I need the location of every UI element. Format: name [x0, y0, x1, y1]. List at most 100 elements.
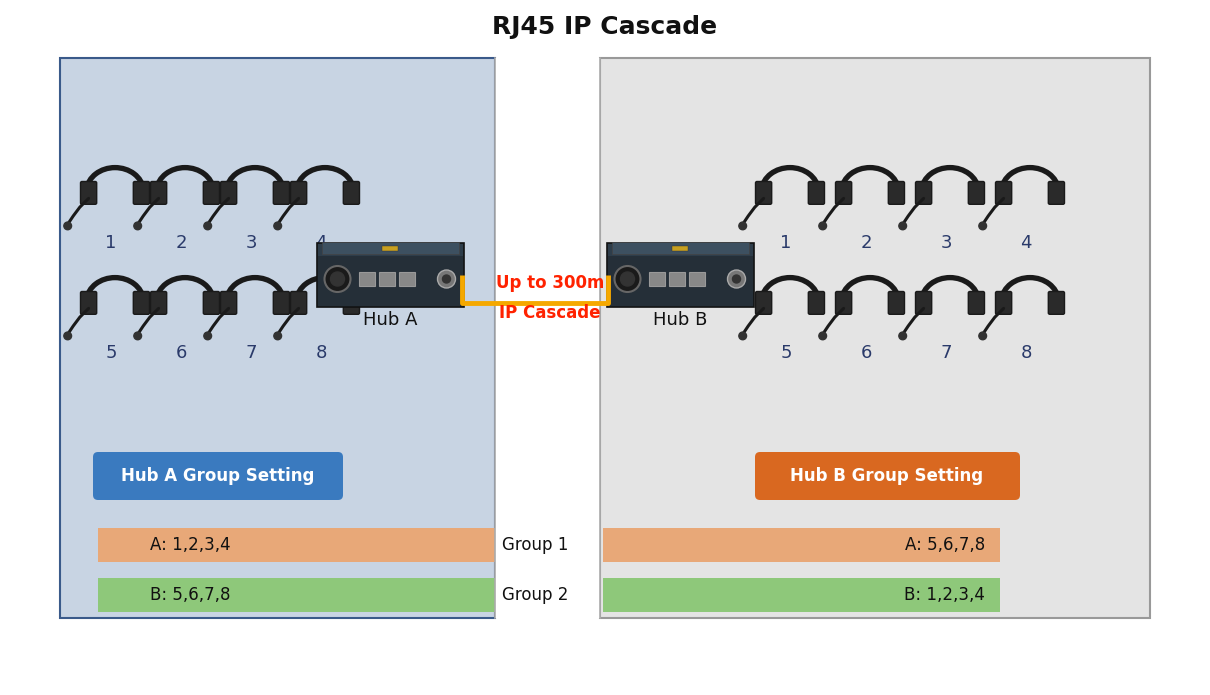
Text: Up to 300m: Up to 300m [496, 274, 604, 292]
FancyBboxPatch shape [808, 291, 824, 314]
FancyBboxPatch shape [273, 291, 289, 314]
FancyBboxPatch shape [290, 291, 306, 314]
Text: B: 5,6,7,8: B: 5,6,7,8 [150, 586, 230, 604]
Circle shape [739, 222, 747, 230]
Text: Hub B Group Setting: Hub B Group Setting [790, 467, 984, 485]
FancyBboxPatch shape [399, 272, 415, 286]
Text: 7: 7 [246, 344, 257, 362]
Circle shape [979, 332, 986, 340]
Text: 6: 6 [175, 344, 186, 362]
Text: A: 5,6,7,8: A: 5,6,7,8 [905, 536, 985, 554]
Circle shape [273, 222, 282, 230]
Text: 3: 3 [246, 234, 257, 252]
FancyBboxPatch shape [916, 181, 932, 204]
Text: IP Cascade: IP Cascade [500, 304, 600, 322]
FancyBboxPatch shape [322, 242, 459, 254]
Text: 2: 2 [175, 234, 186, 252]
Circle shape [899, 332, 906, 340]
FancyBboxPatch shape [603, 578, 999, 612]
FancyBboxPatch shape [600, 58, 1150, 618]
FancyBboxPatch shape [649, 272, 666, 286]
FancyBboxPatch shape [273, 181, 289, 204]
Circle shape [739, 332, 747, 340]
FancyBboxPatch shape [98, 578, 495, 612]
Circle shape [64, 332, 71, 340]
FancyBboxPatch shape [60, 58, 495, 618]
FancyBboxPatch shape [669, 272, 685, 286]
Text: B: 1,2,3,4: B: 1,2,3,4 [904, 586, 985, 604]
Text: 1: 1 [780, 234, 791, 252]
Circle shape [443, 275, 450, 283]
FancyBboxPatch shape [317, 256, 462, 306]
Text: Hub A: Hub A [363, 311, 417, 329]
FancyBboxPatch shape [495, 58, 600, 618]
Text: 4: 4 [316, 234, 327, 252]
FancyBboxPatch shape [150, 181, 167, 204]
FancyBboxPatch shape [81, 181, 97, 204]
Text: 5: 5 [780, 344, 791, 362]
FancyBboxPatch shape [606, 243, 754, 307]
FancyBboxPatch shape [968, 181, 985, 204]
Text: A: 1,2,3,4: A: 1,2,3,4 [150, 536, 231, 554]
FancyBboxPatch shape [203, 181, 219, 204]
FancyBboxPatch shape [835, 291, 852, 314]
Circle shape [615, 266, 640, 292]
Text: 1: 1 [105, 234, 116, 252]
Text: RJ45 IP Cascade: RJ45 IP Cascade [492, 15, 718, 39]
FancyBboxPatch shape [150, 291, 167, 314]
FancyBboxPatch shape [607, 256, 753, 306]
Text: 6: 6 [860, 344, 871, 362]
Text: 5: 5 [105, 344, 116, 362]
FancyBboxPatch shape [203, 291, 219, 314]
FancyBboxPatch shape [133, 181, 150, 204]
Text: 8: 8 [316, 344, 327, 362]
FancyBboxPatch shape [916, 291, 932, 314]
FancyBboxPatch shape [611, 242, 749, 254]
FancyBboxPatch shape [317, 243, 463, 307]
FancyBboxPatch shape [1048, 291, 1065, 314]
FancyBboxPatch shape [382, 246, 398, 251]
FancyBboxPatch shape [688, 272, 705, 286]
FancyBboxPatch shape [755, 181, 772, 204]
FancyBboxPatch shape [133, 291, 150, 314]
FancyBboxPatch shape [81, 291, 97, 314]
Text: 8: 8 [1020, 344, 1032, 362]
Circle shape [134, 332, 142, 340]
Text: 3: 3 [940, 234, 952, 252]
FancyBboxPatch shape [755, 452, 1020, 500]
FancyBboxPatch shape [93, 452, 342, 500]
Circle shape [727, 270, 745, 288]
Text: Group 1: Group 1 [502, 536, 569, 554]
Circle shape [819, 332, 826, 340]
FancyBboxPatch shape [968, 291, 985, 314]
Circle shape [134, 222, 142, 230]
Text: Group 2: Group 2 [502, 586, 569, 604]
Circle shape [324, 266, 351, 292]
Text: 2: 2 [860, 234, 871, 252]
FancyBboxPatch shape [344, 291, 359, 314]
FancyBboxPatch shape [220, 291, 237, 314]
Circle shape [732, 275, 741, 283]
FancyBboxPatch shape [290, 181, 306, 204]
Circle shape [979, 222, 986, 230]
Circle shape [438, 270, 455, 288]
Text: 4: 4 [1020, 234, 1032, 252]
Text: Hub B: Hub B [653, 311, 707, 329]
FancyBboxPatch shape [98, 528, 495, 562]
FancyBboxPatch shape [379, 272, 394, 286]
Circle shape [330, 272, 345, 286]
FancyBboxPatch shape [672, 246, 688, 251]
FancyBboxPatch shape [996, 181, 1012, 204]
FancyBboxPatch shape [220, 181, 237, 204]
Circle shape [819, 222, 826, 230]
Circle shape [899, 222, 906, 230]
FancyBboxPatch shape [996, 291, 1012, 314]
FancyBboxPatch shape [835, 181, 852, 204]
Circle shape [203, 332, 212, 340]
FancyBboxPatch shape [888, 291, 905, 314]
FancyBboxPatch shape [603, 528, 999, 562]
Circle shape [621, 272, 634, 286]
FancyBboxPatch shape [344, 181, 359, 204]
FancyBboxPatch shape [888, 181, 905, 204]
Text: 7: 7 [940, 344, 952, 362]
